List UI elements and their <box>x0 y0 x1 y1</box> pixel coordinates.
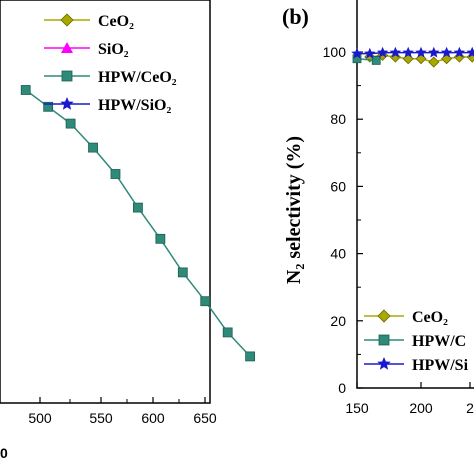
panel-a-series-line <box>25 89 251 357</box>
panel-b-data-point <box>364 47 376 59</box>
panel-b-legend-label: HPW/C <box>412 333 466 350</box>
panel-b-data-point <box>402 46 414 58</box>
panel-a-data-point <box>245 351 256 362</box>
panel-b-series-line <box>357 51 473 55</box>
panel-b-data-point <box>466 46 474 58</box>
panel-a-data-point <box>200 296 211 307</box>
panel-a-legend-label: CeO₂ <box>98 13 134 30</box>
panel-b-y-tick-label: 60 <box>330 178 346 194</box>
panel-a-x-tick-label: 500 <box>28 410 52 426</box>
panel-b-x-tick-label: 200 <box>409 400 433 416</box>
panel-b-data-point <box>371 56 381 65</box>
panel-a-data-point <box>110 169 121 179</box>
panel-a-data-point <box>88 142 98 153</box>
panel-b-y-tick-label: 100 <box>323 44 347 60</box>
panel-a-data-point <box>65 118 76 129</box>
panel-a-data-point <box>133 202 143 213</box>
panel-b-data-point <box>389 46 402 58</box>
panel-b-legend-label: HPW/Si <box>412 357 469 374</box>
panel-a-plot-frame <box>0 0 211 404</box>
panel-a-legend-marker <box>60 97 74 110</box>
panel-b-label: (b) <box>282 4 309 29</box>
panel-b-legend-label: CeO₂ <box>412 309 448 326</box>
panel-b-data-point <box>351 47 363 59</box>
panel-a-data-point <box>20 85 31 95</box>
panel-b-data-point <box>428 56 440 68</box>
panel-a-legend-label: SiO₂ <box>98 41 129 58</box>
panel-b-legend-marker <box>377 309 391 323</box>
panel-a-data-point <box>43 101 54 112</box>
panel-b-plot-frame <box>356 0 474 389</box>
panel-a-legend-marker <box>61 70 73 82</box>
panel-a-legend-marker <box>60 13 74 27</box>
panel-a-data-point <box>155 233 166 244</box>
panel-b-y-axis-title: N₂ selectivity (%) <box>283 136 305 284</box>
panel-b-data-point <box>376 46 389 58</box>
panel-b: (b) N₂ selectivity (%) 0 20 40 60 80 100 150 2… <box>282 0 474 416</box>
panel-b-x-tick-label: 150 <box>345 400 369 416</box>
panel-a: 500 550 600 650 0 CeO₂ SiO₂ HPW/CeO₂ HPW/SiO₂ <box>0 0 256 461</box>
panel-b-legend-marker <box>377 357 391 370</box>
panel-b-y-tick-label: 40 <box>330 246 346 262</box>
panel-a-data-point <box>177 267 188 278</box>
panel-a-x-tick-label: 600 <box>141 410 165 426</box>
panel-b-y-tick-label: 20 <box>330 313 346 329</box>
panel-a-x-tick-label: 650 <box>193 410 217 426</box>
panel-a-x-tick-label: 550 <box>89 410 113 426</box>
panel-a-legend-marker <box>61 42 73 53</box>
panel-b-data-point <box>453 46 466 58</box>
panel-b-legend-marker <box>378 334 390 346</box>
panel-b-data-point <box>440 46 453 58</box>
panel-b-data-point <box>415 46 427 58</box>
panel-a-legend-label: HPW/CeO₂ <box>98 69 177 86</box>
panel-b-x-tick-label: 2 <box>466 400 474 416</box>
panel-b-data-point <box>428 46 440 58</box>
panel-b-y-tick-label: 0 <box>338 380 346 396</box>
panel-a-data-point <box>222 327 233 338</box>
panel-a-legend-label: HPW/SiO₂ <box>98 97 171 114</box>
panel-b-y-tick-label: 80 <box>330 111 346 127</box>
panel-a-x-axis-fragment: 0 <box>0 445 8 461</box>
